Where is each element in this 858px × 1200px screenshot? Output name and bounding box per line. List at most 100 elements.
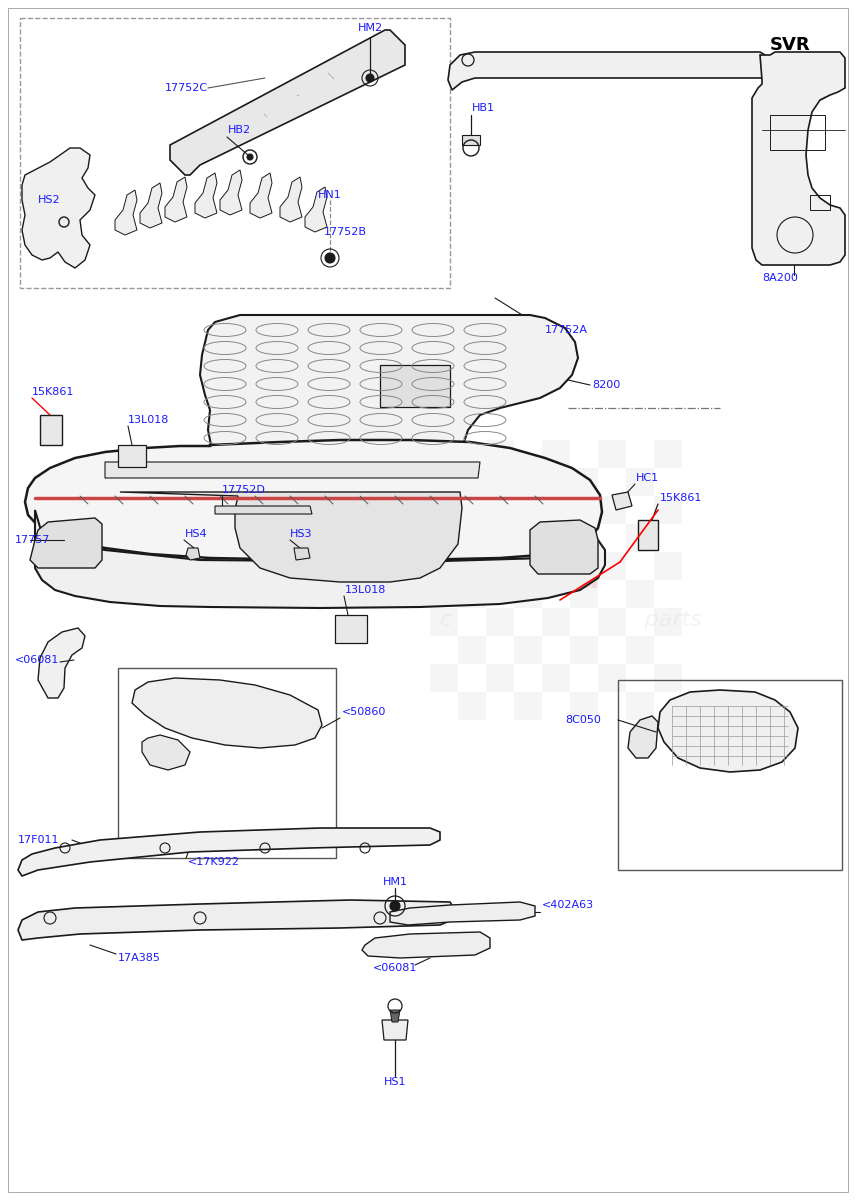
Polygon shape <box>530 520 598 574</box>
Bar <box>486 552 514 580</box>
Bar <box>458 636 486 664</box>
Polygon shape <box>390 1010 400 1022</box>
Polygon shape <box>628 716 658 758</box>
Polygon shape <box>170 30 405 175</box>
Text: 17752D: 17752D <box>222 485 266 494</box>
Polygon shape <box>215 506 312 514</box>
Bar <box>458 524 486 552</box>
Bar <box>380 365 450 407</box>
Text: HB2: HB2 <box>228 125 251 134</box>
Text: HM1: HM1 <box>383 877 408 887</box>
Bar <box>570 692 598 720</box>
Text: 17752B: 17752B <box>323 227 366 236</box>
Text: 17F011: 17F011 <box>18 835 59 845</box>
Text: <50860: <50860 <box>342 707 386 716</box>
Bar <box>542 496 570 524</box>
Bar <box>430 664 458 692</box>
Bar <box>20 18 450 288</box>
Polygon shape <box>165 176 187 222</box>
Text: <402A63: <402A63 <box>542 900 594 910</box>
Text: HS4: HS4 <box>185 529 208 539</box>
Text: 17757: 17757 <box>15 535 51 545</box>
Bar <box>626 636 654 664</box>
Polygon shape <box>25 440 602 560</box>
Polygon shape <box>105 462 480 478</box>
Polygon shape <box>22 148 95 268</box>
Bar <box>598 608 626 636</box>
Text: HS2: HS2 <box>38 194 61 205</box>
Circle shape <box>366 74 374 82</box>
Bar <box>626 524 654 552</box>
Text: HN1: HN1 <box>318 190 341 200</box>
Text: c                           parts: c parts <box>440 610 702 630</box>
Text: HM2: HM2 <box>358 23 383 32</box>
Polygon shape <box>280 176 302 222</box>
Text: 15K861: 15K861 <box>32 386 75 397</box>
Polygon shape <box>294 548 310 560</box>
Polygon shape <box>390 902 535 925</box>
Text: scuderia: scuderia <box>455 565 601 594</box>
Text: <06081: <06081 <box>15 655 59 665</box>
Bar <box>598 496 626 524</box>
Bar <box>430 496 458 524</box>
Bar <box>570 524 598 552</box>
Bar <box>542 440 570 468</box>
Text: 8200: 8200 <box>592 380 620 390</box>
Polygon shape <box>142 734 190 770</box>
Bar <box>514 636 542 664</box>
Bar <box>458 580 486 608</box>
Bar <box>542 552 570 580</box>
Bar <box>514 692 542 720</box>
Polygon shape <box>120 492 462 582</box>
Bar <box>118 445 146 467</box>
Bar <box>430 608 458 636</box>
Polygon shape <box>658 690 798 772</box>
Bar <box>486 496 514 524</box>
Bar <box>514 524 542 552</box>
Bar <box>514 580 542 608</box>
Polygon shape <box>448 52 840 100</box>
Polygon shape <box>115 190 137 235</box>
Polygon shape <box>186 548 200 560</box>
Polygon shape <box>200 314 578 468</box>
Polygon shape <box>305 187 327 232</box>
Bar <box>118 668 336 858</box>
Polygon shape <box>462 134 480 145</box>
Polygon shape <box>195 173 217 218</box>
Text: 17A385: 17A385 <box>118 953 161 962</box>
Bar <box>654 496 682 524</box>
Polygon shape <box>18 900 455 940</box>
Bar <box>654 440 682 468</box>
Bar <box>458 692 486 720</box>
Bar <box>598 440 626 468</box>
Polygon shape <box>35 510 605 608</box>
Bar <box>570 468 598 496</box>
Text: 15K861: 15K861 <box>660 493 703 503</box>
Bar <box>626 580 654 608</box>
Bar <box>570 580 598 608</box>
Bar <box>654 608 682 636</box>
Text: HS3: HS3 <box>290 529 312 539</box>
Bar <box>626 692 654 720</box>
Text: HB1: HB1 <box>472 103 495 113</box>
Text: 13L018: 13L018 <box>128 415 169 425</box>
Polygon shape <box>382 1020 408 1040</box>
Text: HS1: HS1 <box>384 1078 406 1087</box>
Polygon shape <box>18 828 440 876</box>
Polygon shape <box>612 492 632 510</box>
Text: 8A200: 8A200 <box>762 272 798 283</box>
Bar <box>626 468 654 496</box>
Polygon shape <box>38 628 85 698</box>
Bar <box>638 520 658 550</box>
Bar <box>486 440 514 468</box>
Bar <box>430 440 458 468</box>
Bar <box>598 664 626 692</box>
Polygon shape <box>30 518 102 568</box>
Bar <box>570 636 598 664</box>
Polygon shape <box>362 932 490 958</box>
Circle shape <box>325 253 335 263</box>
Bar <box>770 115 825 150</box>
Polygon shape <box>752 52 845 265</box>
Circle shape <box>390 901 400 911</box>
Bar <box>810 194 830 210</box>
